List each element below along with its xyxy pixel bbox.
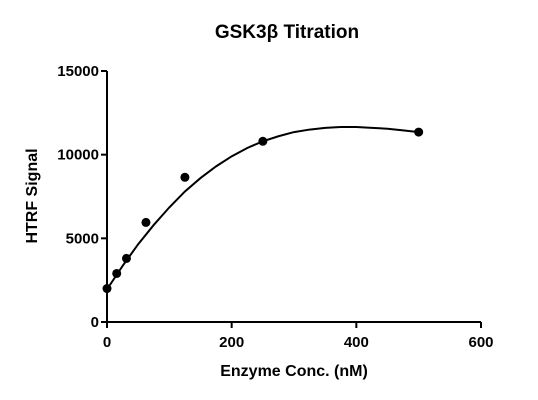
- x-tick-label: 0: [103, 334, 111, 351]
- y-tick-label: 0: [91, 314, 99, 331]
- data-points: [102, 127, 424, 294]
- data-point: [112, 268, 122, 278]
- x-tick-label: 600: [468, 334, 493, 351]
- x-axis-label: Enzyme Conc. (nM): [220, 363, 368, 380]
- fit-curve: [106, 126, 419, 290]
- x-tick-label: 200: [219, 334, 244, 351]
- y-tick-label: 5000: [66, 230, 99, 247]
- x-ticks: 0 200 400 600: [103, 322, 494, 351]
- data-point: [258, 136, 268, 146]
- data-point: [414, 127, 424, 137]
- y-axis-label: HTRF Signal: [24, 148, 41, 243]
- y-ticks: 0 5000 10000 15000: [57, 63, 107, 331]
- y-tick-label: 10000: [57, 147, 99, 164]
- data-point: [102, 284, 112, 294]
- chart-title: GSK3β Titration: [215, 22, 359, 43]
- data-point: [121, 253, 131, 263]
- x-tick-label: 400: [344, 334, 369, 351]
- y-tick-label: 15000: [57, 63, 99, 80]
- axes: [106, 71, 481, 323]
- data-point: [141, 217, 151, 227]
- data-point: [180, 172, 190, 182]
